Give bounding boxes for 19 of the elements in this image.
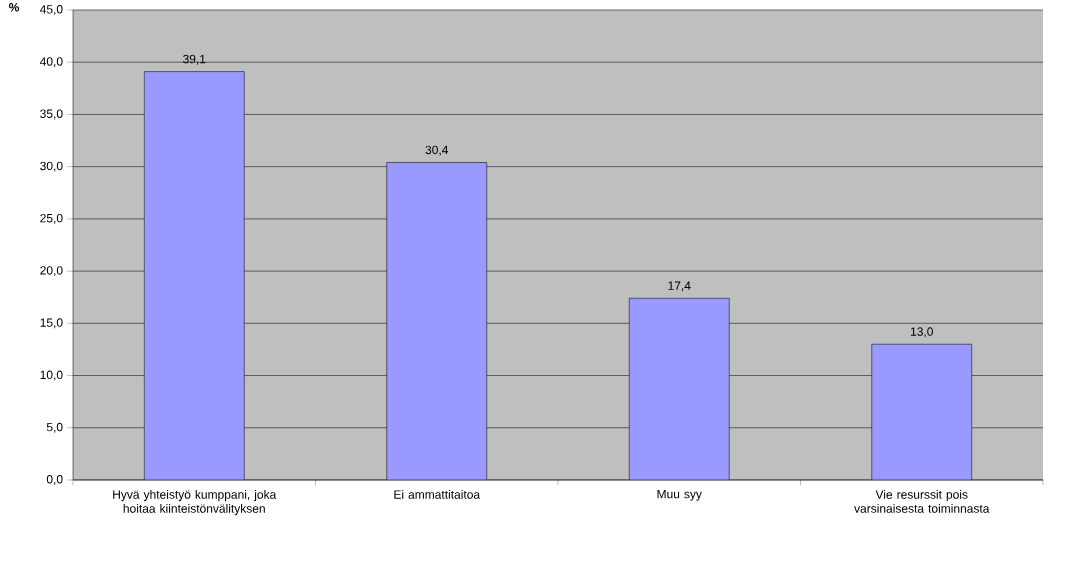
y-tick-label: 30,0 [40,161,63,172]
x-tick-label: Vie resurssit pois varsinaisesta toiminnasta [854,489,990,513]
x-tick-label: Muu syy [657,489,702,501]
y-tick-label: 0,0 [46,475,63,485]
y-axis-title: % [9,3,20,12]
y-tick-label: 45,0 [39,5,63,15]
data-label: 17,4 [668,281,691,292]
data-label: 13,0 [910,327,933,338]
y-tick-label: 25,0 [40,213,63,224]
x-tick-label: Hyvä yhteistyö kumppani, joka hoitaa kiinteistönvälityksen [113,489,277,516]
y-tick-label: 5,0 [46,422,63,433]
data-label: 30,4 [425,145,449,156]
y-tick-label: 15,0 [40,318,63,329]
y-tick-label: 10,0 [40,370,63,381]
x-tick-label: Ei ammattitaitoa [394,489,481,499]
y-tick-label: 20,0 [40,266,63,277]
y-tick-label: 35,0 [40,109,63,120]
y-tick-label: 40,0 [39,57,63,68]
data-label: 39,1 [183,54,206,65]
